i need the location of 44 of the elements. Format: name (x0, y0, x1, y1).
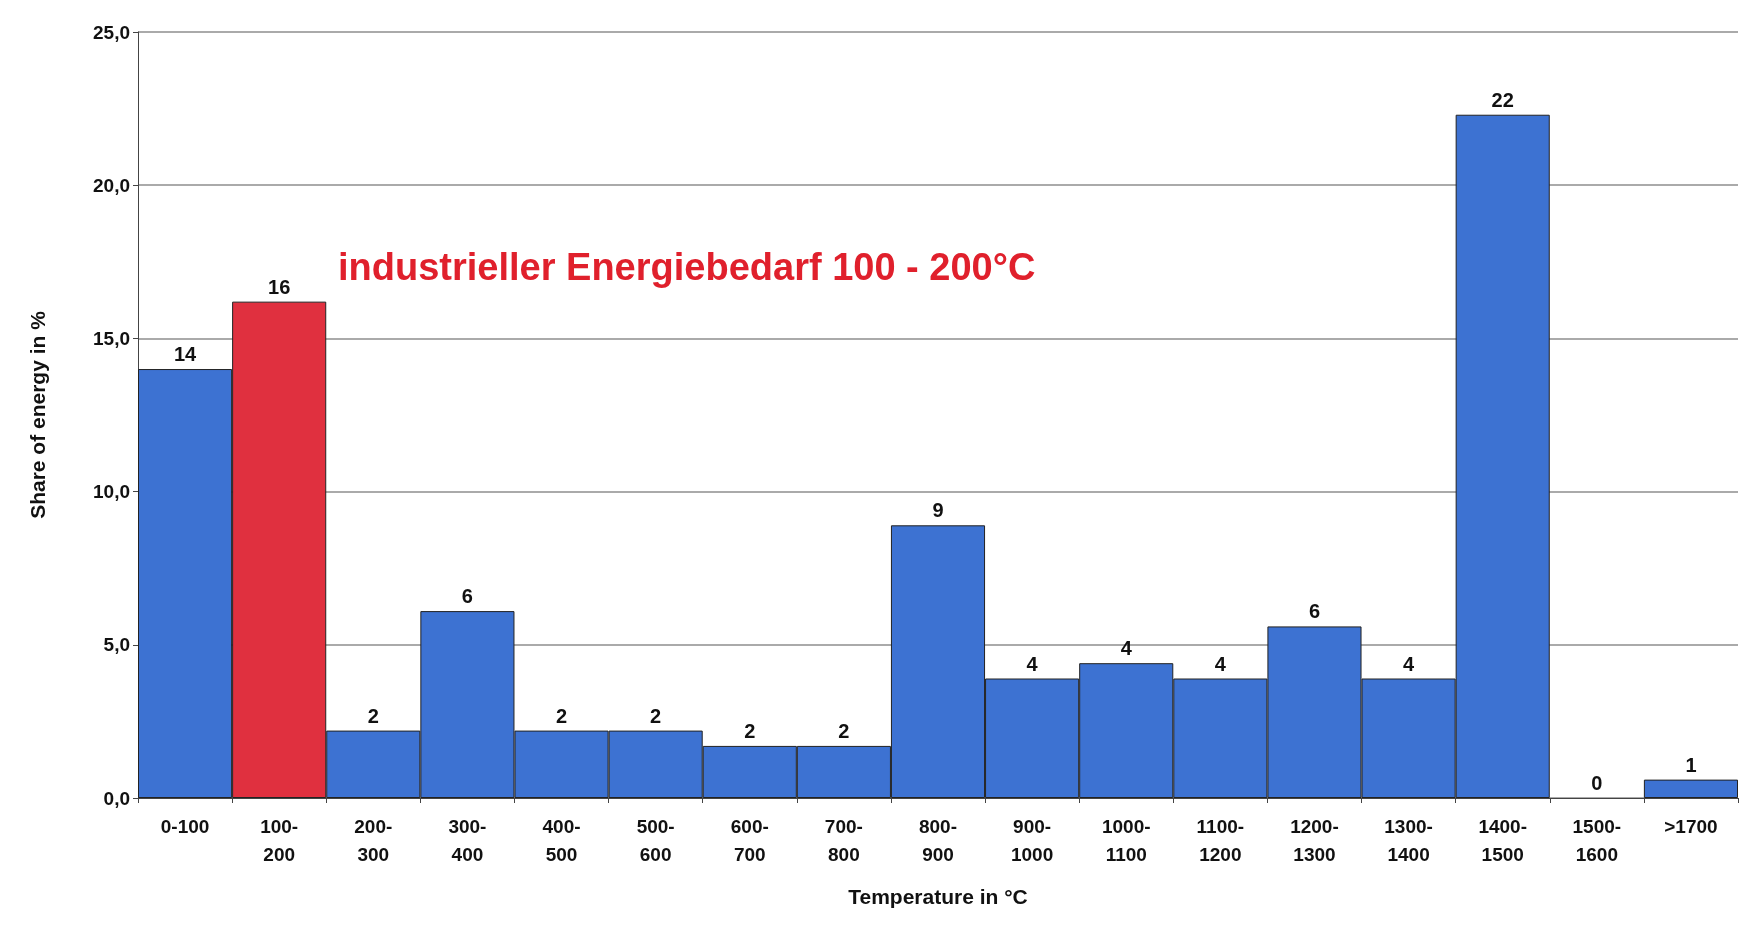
data-label: 4 (1120, 637, 1133, 660)
data-label: 6 (1308, 600, 1321, 623)
x-tick-label: 500-600 (636, 815, 675, 865)
x-tick-label: 1000-1100 (1101, 815, 1151, 865)
data-label: 14 (173, 343, 198, 366)
x-tick-label: 600-700 (730, 815, 769, 865)
data-label: 4 (1214, 652, 1227, 675)
x-tick-label: 800-900 (918, 815, 958, 865)
x-tick-label: 100-200 (260, 815, 299, 865)
data-label: 4 (1026, 652, 1039, 675)
data-label: 1 (1685, 753, 1697, 776)
y-tick-label: 10,0 (93, 481, 130, 503)
x-tick-label: 1100-1200 (1196, 815, 1245, 865)
data-label: 22 (1491, 88, 1514, 111)
x-axis-title: Temperature in °C (848, 885, 1028, 908)
data-label: 2 (650, 704, 662, 727)
x-tick-label: 1500-1600 (1572, 815, 1622, 865)
data-label: 16 (268, 275, 291, 298)
bar (1643, 779, 1738, 798)
x-tick-label: 200-300 (354, 815, 393, 865)
data-label: 2 (367, 704, 379, 727)
x-tick-label: 400-500 (542, 815, 581, 865)
data-label: 2 (744, 719, 756, 742)
data-label: 0 (1591, 772, 1603, 794)
x-tick-label: 1200-1300 (1290, 815, 1339, 865)
y-tick-label: 25,0 (93, 21, 130, 43)
y-tick-label: 20,0 (93, 174, 130, 196)
x-tick-label: 0-100 (160, 815, 210, 837)
annotation: industrieller Energiebedarf 100 - 200°C (338, 246, 1036, 288)
x-tick-label: >1700 (1664, 815, 1718, 837)
data-label: 2 (838, 719, 850, 742)
x-tick-label: 700-800 (824, 815, 863, 865)
x-tick-label: 300-400 (448, 815, 487, 865)
data-label: 4 (1403, 652, 1416, 675)
y-tick-label: 15,0 (93, 327, 130, 349)
x-tick-label: 1400-1500 (1478, 815, 1528, 865)
y-axis-title: Share of energy in % (26, 310, 49, 519)
data-label: 2 (555, 704, 568, 727)
data-label: 9 (932, 499, 944, 522)
data-label: 6 (461, 585, 473, 608)
y-tick-label: 5,0 (103, 634, 130, 656)
y-tick-label: 0,0 (103, 787, 130, 809)
x-tick-label: 1300-1400 (1384, 815, 1433, 865)
x-tick-label: 900-1000 (1010, 815, 1054, 865)
